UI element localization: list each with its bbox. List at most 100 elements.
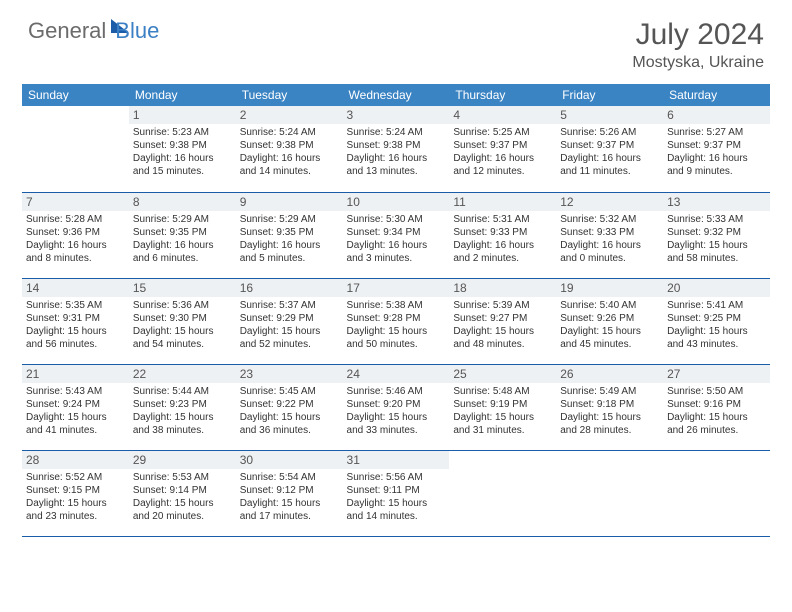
day-number: 28 [22,451,129,469]
day-info: Sunrise: 5:32 AMSunset: 9:33 PMDaylight:… [560,213,659,265]
day-number: 16 [236,279,343,297]
calendar-cell: 14 Sunrise: 5:35 AMSunset: 9:31 PMDayligh… [22,278,129,364]
day-number: 21 [22,365,129,383]
calendar-cell: 26 Sunrise: 5:49 AMSunset: 9:18 PMDayligh… [556,364,663,450]
calendar-cell: 4 Sunrise: 5:25 AMSunset: 9:37 PMDaylight… [449,106,556,192]
day-number: 22 [129,365,236,383]
day-info: Sunrise: 5:24 AMSunset: 9:38 PMDaylight:… [347,126,446,178]
day-info: Sunrise: 5:23 AMSunset: 9:38 PMDaylight:… [133,126,232,178]
day-info: Sunrise: 5:38 AMSunset: 9:28 PMDaylight:… [347,299,446,351]
day-number: 8 [129,193,236,211]
calendar-cell: 27 Sunrise: 5:50 AMSunset: 9:16 PMDayligh… [663,364,770,450]
day-info: Sunrise: 5:39 AMSunset: 9:27 PMDaylight:… [453,299,552,351]
calendar-cell: 18 Sunrise: 5:39 AMSunset: 9:27 PMDayligh… [449,278,556,364]
day-number: 3 [343,106,450,124]
day-info: Sunrise: 5:50 AMSunset: 9:16 PMDaylight:… [667,385,766,437]
calendar-row: 7 Sunrise: 5:28 AMSunset: 9:36 PMDaylight… [22,192,770,278]
day-info: Sunrise: 5:29 AMSunset: 9:35 PMDaylight:… [133,213,232,265]
day-info: Sunrise: 5:46 AMSunset: 9:20 PMDaylight:… [347,385,446,437]
calendar-cell [663,450,770,536]
day-number: 14 [22,279,129,297]
day-info: Sunrise: 5:25 AMSunset: 9:37 PMDaylight:… [453,126,552,178]
day-number: 27 [663,365,770,383]
calendar-cell: 19 Sunrise: 5:40 AMSunset: 9:26 PMDayligh… [556,278,663,364]
calendar-cell: 15 Sunrise: 5:36 AMSunset: 9:30 PMDayligh… [129,278,236,364]
calendar-cell: 7 Sunrise: 5:28 AMSunset: 9:36 PMDaylight… [22,192,129,278]
day-info: Sunrise: 5:53 AMSunset: 9:14 PMDaylight:… [133,471,232,523]
calendar-row: 1 Sunrise: 5:23 AMSunset: 9:38 PMDaylight… [22,106,770,192]
day-info: Sunrise: 5:54 AMSunset: 9:12 PMDaylight:… [240,471,339,523]
day-info: Sunrise: 5:48 AMSunset: 9:19 PMDaylight:… [453,385,552,437]
calendar-cell: 16Sunrise: 5:37 AMSunset: 9:29 PMDayligh… [236,278,343,364]
calendar-cell: 6Sunrise: 5:27 AMSunset: 9:37 PMDaylight… [663,106,770,192]
calendar-cell: 29Sunrise: 5:53 AMSunset: 9:14 PMDayligh… [129,450,236,536]
calendar-cell: 31Sunrise: 5:56 AMSunset: 9:11 PMDayligh… [343,450,450,536]
calendar-cell: 22 Sunrise: 5:44 AMSunset: 9:23 PMDayligh… [129,364,236,450]
calendar-row: 14 Sunrise: 5:35 AMSunset: 9:31 PMDayligh… [22,278,770,364]
day-info: Sunrise: 5:33 AMSunset: 9:32 PMDaylight:… [667,213,766,265]
calendar-row: 28 Sunrise: 5:52 AMSunset: 9:15 PMDayligh… [22,450,770,536]
day-number: 11 [449,193,556,211]
day-info: Sunrise: 5:56 AMSunset: 9:11 PMDaylight:… [347,471,446,523]
calendar-cell: 23 Sunrise: 5:45 AMSunset: 9:22 PMDayligh… [236,364,343,450]
weekday-header: Monday [129,84,236,106]
day-info: Sunrise: 5:40 AMSunset: 9:26 PMDaylight:… [560,299,659,351]
location: Mostyska, Ukraine [632,54,764,72]
calendar-cell: 20Sunrise: 5:41 AMSunset: 9:25 PMDayligh… [663,278,770,364]
day-info: Sunrise: 5:52 AMSunset: 9:15 PMDaylight:… [26,471,125,523]
day-number: 9 [236,193,343,211]
day-number: 23 [236,365,343,383]
calendar-cell: 10Sunrise: 5:30 AMSunset: 9:34 PMDayligh… [343,192,450,278]
day-info: Sunrise: 5:28 AMSunset: 9:36 PMDaylight:… [26,213,125,265]
day-info: Sunrise: 5:29 AMSunset: 9:35 PMDaylight:… [240,213,339,265]
logo-text-blue: Blue [115,18,159,44]
calendar-cell: 9 Sunrise: 5:29 AMSunset: 9:35 PMDaylight… [236,192,343,278]
day-number: 15 [129,279,236,297]
day-info: Sunrise: 5:49 AMSunset: 9:18 PMDaylight:… [560,385,659,437]
calendar-cell: 11 Sunrise: 5:31 AMSunset: 9:33 PMDayligh… [449,192,556,278]
day-number: 13 [663,193,770,211]
day-number: 19 [556,279,663,297]
calendar-cell: 13 Sunrise: 5:33 AMSunset: 9:32 PMDayligh… [663,192,770,278]
day-number: 30 [236,451,343,469]
calendar-cell: 25 Sunrise: 5:48 AMSunset: 9:19 PMDayligh… [449,364,556,450]
day-info: Sunrise: 5:43 AMSunset: 9:24 PMDaylight:… [26,385,125,437]
calendar-cell [449,450,556,536]
day-number: 24 [343,365,450,383]
day-info: Sunrise: 5:27 AMSunset: 9:37 PMDaylight:… [667,126,766,178]
day-info: Sunrise: 5:45 AMSunset: 9:22 PMDaylight:… [240,385,339,437]
day-info: Sunrise: 5:35 AMSunset: 9:31 PMDaylight:… [26,299,125,351]
calendar-cell: 21 Sunrise: 5:43 AMSunset: 9:24 PMDayligh… [22,364,129,450]
weekday-header: Friday [556,84,663,106]
calendar-row: 21 Sunrise: 5:43 AMSunset: 9:24 PMDayligh… [22,364,770,450]
calendar-cell: 1 Sunrise: 5:23 AMSunset: 9:38 PMDaylight… [129,106,236,192]
weekday-header: Tuesday [236,84,343,106]
day-number: 5 [556,106,663,124]
calendar-body: 1 Sunrise: 5:23 AMSunset: 9:38 PMDaylight… [22,106,770,536]
day-number: 7 [22,193,129,211]
day-info: Sunrise: 5:44 AMSunset: 9:23 PMDaylight:… [133,385,232,437]
calendar-cell: 17 Sunrise: 5:38 AMSunset: 9:28 PMDayligh… [343,278,450,364]
weekday-header: Wednesday [343,84,450,106]
day-number: 12 [556,193,663,211]
calendar-cell: 8 Sunrise: 5:29 AMSunset: 9:35 PMDaylight… [129,192,236,278]
calendar-cell: 2Sunrise: 5:24 AMSunset: 9:38 PMDaylight… [236,106,343,192]
header: General Blue July 2024 Mostyska, Ukraine [0,0,792,78]
day-number: 26 [556,365,663,383]
weekday-header: Thursday [449,84,556,106]
month-title: July 2024 [632,18,764,52]
logo: General Blue [28,18,159,44]
day-info: Sunrise: 5:36 AMSunset: 9:30 PMDaylight:… [133,299,232,351]
day-number: 20 [663,279,770,297]
day-number: 18 [449,279,556,297]
day-info: Sunrise: 5:31 AMSunset: 9:33 PMDaylight:… [453,213,552,265]
calendar-cell: 24 Sunrise: 5:46 AMSunset: 9:20 PMDayligh… [343,364,450,450]
day-info: Sunrise: 5:30 AMSunset: 9:34 PMDaylight:… [347,213,446,265]
day-number: 17 [343,279,450,297]
calendar-cell: 3 Sunrise: 5:24 AMSunset: 9:38 PMDaylight… [343,106,450,192]
calendar-cell: 5Sunrise: 5:26 AMSunset: 9:37 PMDaylight… [556,106,663,192]
day-number: 1 [129,106,236,124]
weekday-header: Saturday [663,84,770,106]
day-number: 4 [449,106,556,124]
day-number: 25 [449,365,556,383]
